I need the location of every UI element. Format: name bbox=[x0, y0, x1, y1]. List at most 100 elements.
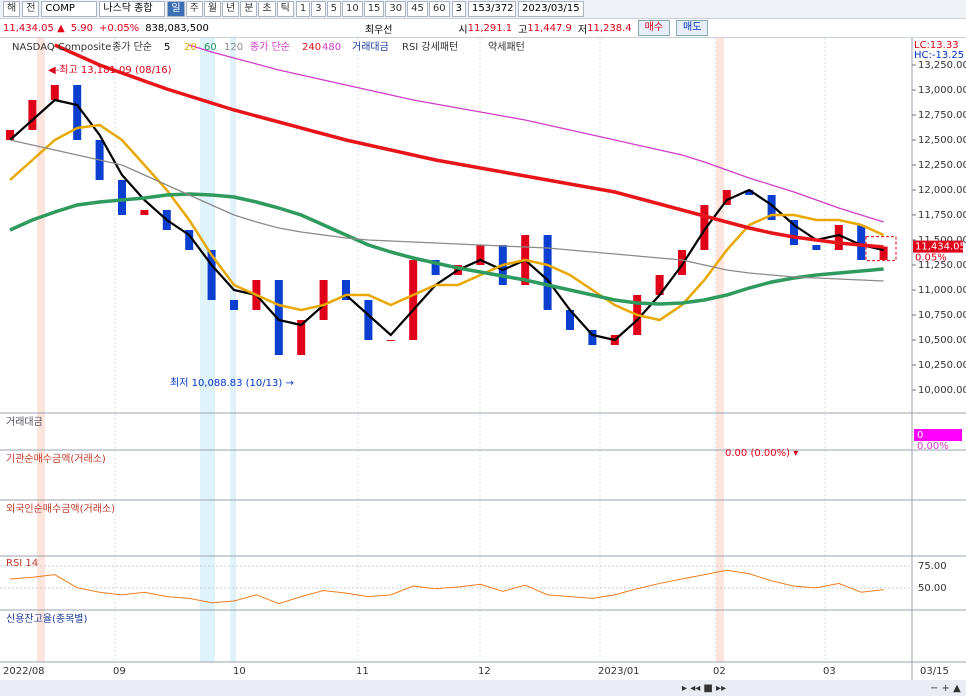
high-note: ◀-최고 13,181.09 (08/16) bbox=[48, 64, 172, 76]
candle bbox=[834, 225, 843, 250]
interval-button[interactable]: 일 bbox=[167, 1, 185, 17]
change: 5.90 bbox=[70, 22, 94, 34]
panel-pct: 0.00% bbox=[917, 441, 949, 452]
minute-button[interactable]: 45 bbox=[407, 1, 428, 17]
candle bbox=[812, 245, 821, 250]
candle bbox=[6, 130, 14, 140]
x-label: 11 bbox=[356, 666, 369, 677]
interval-button[interactable]: 분 bbox=[240, 1, 258, 17]
interval-button[interactable]: 월 bbox=[203, 1, 222, 17]
y-tick-label: 50.00 bbox=[918, 583, 947, 594]
sell-button[interactable]: 매도 bbox=[676, 20, 709, 36]
code-input[interactable]: COMP bbox=[41, 1, 98, 17]
interval-button[interactable]: 초 bbox=[258, 1, 276, 17]
minute-button[interactable]: 60 bbox=[428, 1, 450, 17]
candle bbox=[274, 280, 283, 355]
candle bbox=[588, 330, 597, 345]
highlight-band bbox=[230, 38, 236, 662]
price-tag-box bbox=[913, 240, 963, 253]
candle bbox=[230, 300, 238, 310]
period-kind[interactable]: 전 bbox=[22, 1, 40, 17]
candle bbox=[790, 220, 798, 245]
candle bbox=[118, 180, 126, 215]
bottom-controls[interactable]: ▸ ◂◂ ■ ▸▸ − + ▲ bbox=[682, 683, 961, 694]
best: 최우선 bbox=[364, 24, 393, 36]
y-tick-label: 10,750.00 bbox=[918, 310, 966, 321]
market[interactable]: 해 bbox=[3, 1, 21, 17]
candle bbox=[678, 250, 686, 275]
x-label: 2023/01 bbox=[598, 666, 640, 677]
candle bbox=[207, 250, 216, 300]
minutes: 1 3 5 10 15 30 45 60 bbox=[295, 1, 450, 17]
y-tick-label: 12,250.00 bbox=[918, 160, 966, 171]
candle bbox=[745, 190, 754, 195]
price-tag: 11,434.05 bbox=[915, 242, 966, 253]
panel-title: 외국인순매수금액(거래소) bbox=[6, 503, 115, 515]
legend-entry: 20 bbox=[184, 42, 197, 53]
candle bbox=[722, 190, 731, 205]
candle bbox=[700, 205, 709, 250]
low: 11,238.4 bbox=[587, 22, 632, 34]
y-tick-label: 75.00 bbox=[918, 561, 947, 572]
minute-button[interactable]: 1 bbox=[295, 1, 311, 17]
high-label: 고 bbox=[518, 24, 528, 36]
candle bbox=[50, 85, 59, 100]
y-tick-label: 10,500.00 bbox=[918, 335, 966, 346]
buy-button[interactable]: 매수 bbox=[637, 20, 671, 36]
legend-entry: 120 bbox=[224, 42, 243, 53]
minute-button[interactable]: 15 bbox=[363, 1, 385, 17]
name-box[interactable]: 나스닥 종합 bbox=[99, 1, 166, 17]
panel-title: RSI 14 bbox=[6, 558, 38, 569]
panel-title: 기관순매수금액(거래소) bbox=[6, 453, 106, 465]
legend-entry: 240 bbox=[302, 42, 321, 53]
interval-button[interactable]: 년 bbox=[222, 1, 240, 17]
y-tick-label: 11,750.00 bbox=[918, 210, 966, 221]
date[interactable]: 2023/03/15 bbox=[518, 1, 584, 17]
candle bbox=[879, 246, 888, 260]
candle bbox=[476, 245, 485, 265]
y-tick-label: 12,000.00 bbox=[918, 185, 966, 196]
minute-button[interactable]: 3 bbox=[311, 1, 326, 17]
highlight-band bbox=[200, 38, 215, 662]
x-label: 10 bbox=[233, 666, 246, 677]
candle bbox=[140, 210, 149, 215]
legend-entry: 5 bbox=[164, 42, 170, 53]
hc: HC:-13.25 bbox=[914, 50, 964, 61]
candle bbox=[73, 85, 82, 140]
count[interactable]: 3 bbox=[451, 1, 466, 17]
minute-button[interactable]: 10 bbox=[341, 1, 363, 17]
quote-bar: 11,434.05 ▲ 5.90 +0.05% 838,083,500 최우선 … bbox=[0, 19, 966, 38]
minute-button[interactable]: 5 bbox=[326, 1, 341, 17]
candle bbox=[185, 230, 194, 250]
minute-button[interactable]: 30 bbox=[385, 1, 407, 17]
chart-title: NASDAQ Composite bbox=[12, 42, 111, 53]
candle bbox=[566, 310, 574, 330]
svg-text:− + ▲: − + ▲ bbox=[930, 683, 961, 694]
interval-button[interactable]: 주 bbox=[185, 1, 203, 17]
moving-average bbox=[9, 98, 884, 342]
candle bbox=[364, 300, 373, 340]
panel-value-box bbox=[914, 429, 962, 441]
moving-average bbox=[9, 192, 884, 306]
interval-button[interactable]: 틱 bbox=[276, 1, 294, 17]
legend-entry: 60 bbox=[204, 42, 217, 53]
panel-borders bbox=[0, 38, 966, 680]
candle bbox=[319, 280, 328, 320]
low-label: 저 bbox=[577, 24, 588, 36]
moving-average bbox=[189, 44, 884, 223]
chart: ▸ ◂◂ ■ ▸▸ − + ▲ 13,250.00 13,000.00 12,750.… bbox=[0, 38, 966, 696]
low-note: 최저 10,088.83 (10/13) → bbox=[170, 377, 294, 389]
moving-average bbox=[9, 123, 885, 322]
y-tick-label: 11,000.00 bbox=[918, 285, 966, 296]
volume: 838,083,500 bbox=[145, 22, 209, 34]
open-label: 시 bbox=[458, 24, 468, 36]
x-label: 12 bbox=[478, 666, 491, 677]
candle bbox=[655, 275, 664, 295]
y-tick-label: 11,500.00 bbox=[918, 235, 966, 246]
legend-label: 종가 단순 bbox=[250, 41, 290, 53]
x-label: 02 bbox=[713, 666, 726, 677]
price: 11,434.05 ▲ bbox=[3, 22, 65, 34]
